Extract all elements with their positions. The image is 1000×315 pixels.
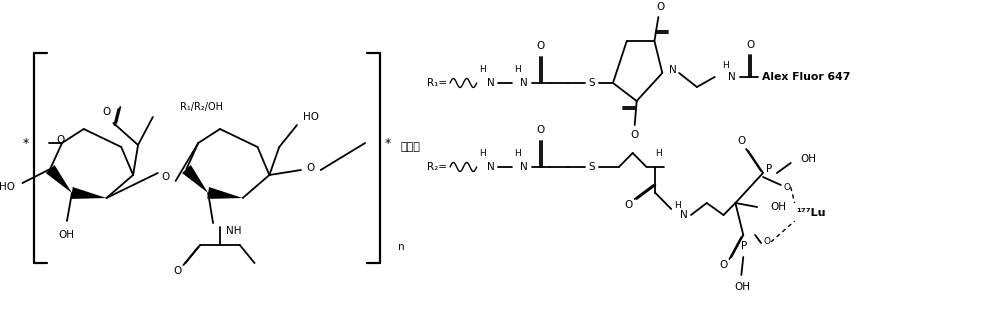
Text: O: O bbox=[631, 130, 639, 140]
Text: *: * bbox=[22, 136, 29, 150]
Text: N: N bbox=[487, 162, 494, 172]
Text: P: P bbox=[741, 241, 747, 251]
Text: OH: OH bbox=[801, 154, 817, 164]
Text: H: H bbox=[674, 202, 681, 210]
Polygon shape bbox=[182, 165, 208, 193]
Text: H: H bbox=[514, 148, 521, 158]
Text: O: O bbox=[173, 266, 182, 276]
Text: H: H bbox=[722, 60, 729, 70]
Text: HO: HO bbox=[0, 182, 15, 192]
Text: R₁/R₂/OH: R₁/R₂/OH bbox=[180, 102, 223, 112]
Text: R₁=: R₁= bbox=[427, 78, 447, 88]
Text: O: O bbox=[719, 260, 728, 270]
Text: O: O bbox=[656, 2, 664, 12]
Polygon shape bbox=[46, 165, 72, 193]
Text: O: O bbox=[102, 107, 111, 117]
Text: O: O bbox=[737, 136, 745, 146]
Text: O: O bbox=[763, 238, 770, 247]
Text: HO: HO bbox=[303, 112, 319, 122]
Text: S: S bbox=[588, 162, 595, 172]
Text: OH: OH bbox=[734, 282, 750, 292]
Polygon shape bbox=[207, 187, 243, 199]
Text: H: H bbox=[479, 148, 486, 158]
Text: N: N bbox=[520, 78, 528, 88]
Text: O: O bbox=[162, 172, 170, 182]
Text: NH: NH bbox=[226, 226, 241, 236]
Text: H: H bbox=[514, 65, 521, 73]
Text: OH: OH bbox=[770, 202, 786, 212]
Text: O: O bbox=[783, 184, 790, 192]
Text: O: O bbox=[537, 125, 545, 135]
Text: N: N bbox=[680, 210, 688, 220]
Text: H: H bbox=[655, 148, 662, 158]
Text: ¹⁷⁷Lu: ¹⁷⁷Lu bbox=[797, 208, 826, 218]
Text: O: O bbox=[746, 40, 754, 50]
Text: N: N bbox=[728, 72, 736, 82]
Text: Alex Fluor 647: Alex Fluor 647 bbox=[762, 72, 850, 82]
Text: O: O bbox=[56, 135, 64, 145]
Text: 其中，: 其中， bbox=[401, 142, 421, 152]
Text: P: P bbox=[766, 164, 772, 174]
Text: n: n bbox=[398, 242, 405, 252]
Text: N: N bbox=[669, 65, 677, 75]
Text: OH: OH bbox=[58, 230, 74, 240]
Text: *: * bbox=[385, 136, 391, 150]
Text: S: S bbox=[588, 78, 595, 88]
Text: R₂=: R₂= bbox=[427, 162, 447, 172]
Text: N: N bbox=[487, 78, 494, 88]
Text: N: N bbox=[520, 162, 528, 172]
Polygon shape bbox=[71, 187, 106, 199]
Text: O: O bbox=[625, 200, 633, 210]
Text: H: H bbox=[479, 65, 486, 73]
Text: O: O bbox=[537, 41, 545, 51]
Text: O: O bbox=[307, 163, 315, 173]
